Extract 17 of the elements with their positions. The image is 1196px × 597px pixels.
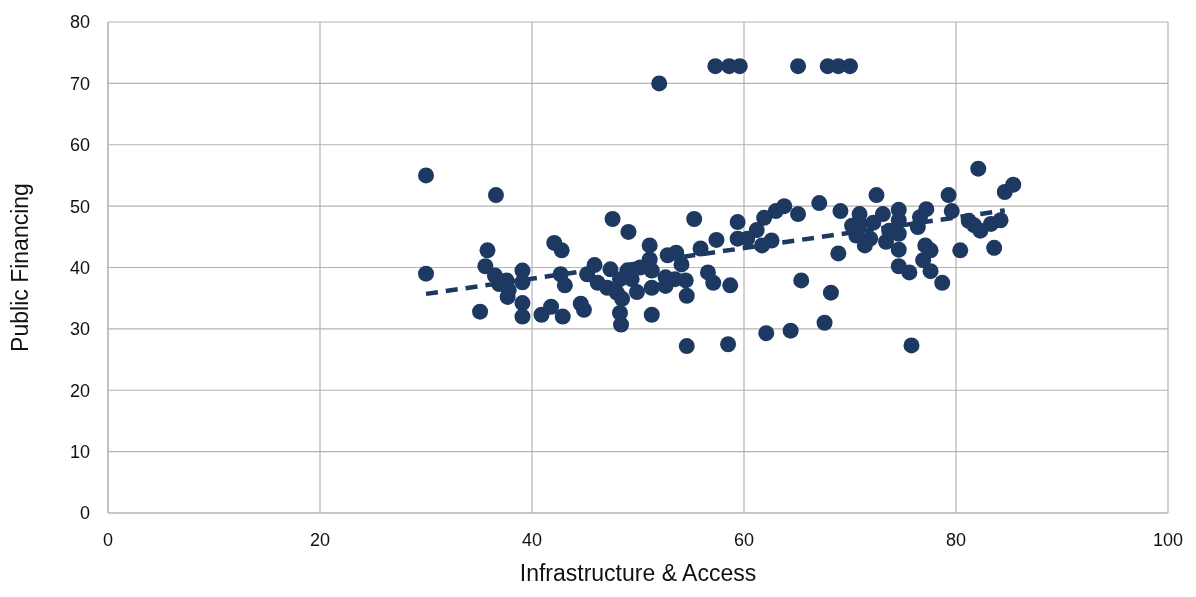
y-tick-label: 0 [79,503,90,524]
x-tick-label: 60 [733,529,755,550]
y-tick-label: 70 [69,73,90,94]
x-tick-label: 20 [309,529,331,550]
x-tick-label: 80 [945,529,967,550]
y-tick-label: 10 [69,442,90,463]
y-tick-label: 40 [69,257,90,278]
y-tick-label: 80 [69,12,90,33]
y-axis-title: Public Financing [7,183,34,352]
x-tick-label: 100 [1152,529,1184,550]
y-tick-label: 60 [69,135,90,156]
x-tick-label: 0 [102,529,114,550]
y-tick-label: 20 [69,380,90,401]
y-tick-label: 30 [69,319,90,340]
x-tick-label: 40 [521,529,543,550]
y-tick-label: 50 [69,196,90,217]
x-axis-title: Infrastructure & Access [519,560,757,586]
